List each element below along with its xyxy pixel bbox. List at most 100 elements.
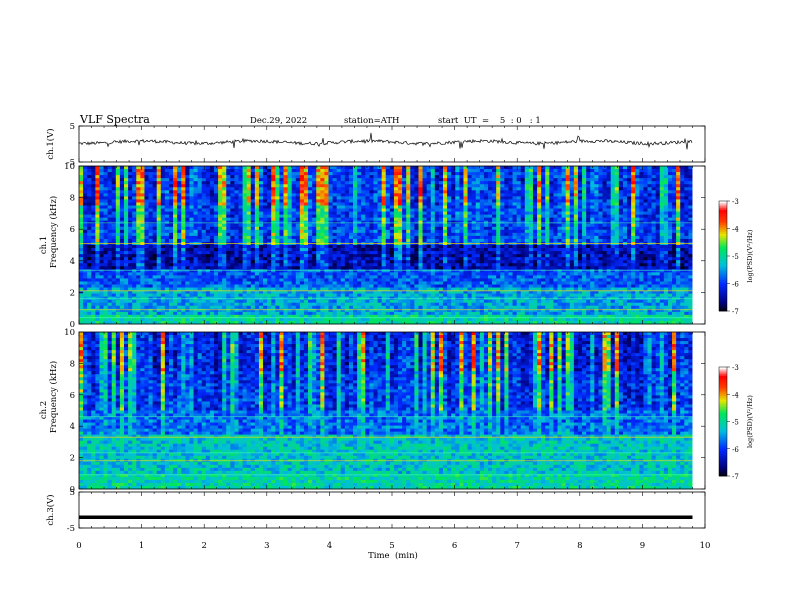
spectrogram-cell (639, 166, 644, 170)
spectrogram-cell (549, 254, 554, 258)
spectrogram-cell (148, 184, 154, 188)
spectrogram-cell (258, 232, 264, 237)
spectrogram-cell (254, 238, 260, 243)
spectrogram-cell (295, 166, 301, 170)
spectrogram-cell (344, 202, 350, 206)
spectrogram-cell (520, 175, 526, 179)
spectrogram-cell (385, 232, 391, 237)
spectrogram-cell (541, 169, 546, 173)
spectrogram-cell (91, 187, 96, 191)
spectrogram-cell (209, 187, 215, 191)
spectrogram-cell (369, 202, 374, 206)
spectrogram-cell (512, 229, 518, 234)
spectrogram-cell (586, 202, 591, 206)
spectrogram-cell (152, 184, 158, 188)
spectrogram-cell (618, 184, 624, 188)
spectrogram-cell (647, 257, 652, 261)
spectrogram-cell (230, 238, 235, 243)
spectrogram-cell (87, 190, 92, 194)
spectrogram-cell (467, 172, 473, 176)
spectrogram-cell (643, 187, 648, 191)
spectrogram-cell (205, 208, 211, 212)
spectrogram-cell (308, 263, 313, 267)
spectrogram-cell (164, 175, 170, 179)
spectrogram-cell (283, 251, 288, 255)
spectrogram-cell (631, 178, 636, 182)
spectrogram-cell (201, 211, 207, 216)
spectrogram-cell (234, 248, 239, 252)
spectrogram-cell (467, 214, 473, 219)
spectrogram-cell (377, 251, 383, 255)
spectrogram-cell (532, 175, 538, 179)
spectrogram-cell (610, 220, 616, 225)
spectrogram-cell (414, 211, 419, 216)
spectrogram-cell (651, 169, 657, 173)
spectrogram-cell (631, 211, 636, 216)
spectrogram-cell (115, 169, 121, 173)
spectrogram-cell (508, 199, 513, 203)
spectrogram-cell (455, 214, 460, 219)
spectrogram-cell (246, 257, 252, 261)
spectrogram-cell (663, 187, 669, 191)
spectrogram-cell (622, 193, 628, 197)
spectrogram-cell (316, 214, 321, 219)
spectrogram-cell (246, 211, 252, 216)
spectrogram-cell (279, 178, 284, 182)
spectrogram-cell (156, 257, 162, 261)
spectrogram-cell (295, 257, 301, 261)
spectrogram-cell (680, 217, 685, 222)
spectrogram-cell (667, 169, 673, 173)
spectrogram-cell (136, 235, 141, 240)
spectrogram-cell (263, 214, 268, 219)
spectrogram-cell (487, 251, 493, 255)
spectrogram-cell (577, 254, 583, 258)
spectrogram-cell (520, 260, 526, 264)
spectrogram-cell (447, 257, 452, 261)
spectrogram-cell (136, 172, 141, 176)
spectrogram-cell (340, 245, 346, 249)
spectrogram-cell (545, 245, 550, 249)
spectrogram-cell (332, 263, 338, 267)
spectrogram-cell (406, 245, 411, 249)
spectrogram-cell (123, 175, 129, 179)
spectrogram-cell (328, 166, 333, 170)
spectrogram-cell (353, 196, 358, 200)
spectrogram-cell (115, 220, 121, 225)
spectrogram-cell (635, 248, 640, 252)
spectrogram-cell (258, 211, 264, 216)
spectrogram-cell (209, 223, 215, 228)
spectrogram-cell (451, 217, 456, 222)
spectrogram-cell (91, 232, 96, 237)
spectrogram-cell (557, 257, 562, 261)
spectrogram-cell (152, 199, 158, 203)
spectrogram-cell (655, 172, 661, 176)
spectrogram-cell (602, 181, 607, 185)
spectrogram-cell (287, 181, 293, 185)
spectrogram-cell (565, 254, 571, 258)
spectrogram-cell (451, 187, 456, 191)
spectrogram-cell (492, 232, 497, 237)
spectrogram-cell (213, 184, 219, 188)
spectrogram-cell (205, 254, 211, 258)
spectrogram-cell (483, 184, 489, 188)
spectrogram-cell (504, 254, 509, 258)
spectrogram-cell (610, 257, 616, 261)
spectrogram-cell (532, 245, 538, 249)
spectrogram-cell (168, 257, 174, 261)
spectrogram-cell (447, 181, 452, 185)
spectrogram-cell (201, 202, 207, 206)
spectrogram-cell (332, 193, 338, 197)
spectrogram-cell (177, 263, 182, 267)
spectrogram-cell (565, 251, 571, 255)
spectrogram-cell (516, 251, 522, 255)
spectrogram-cell (565, 226, 571, 231)
spectrogram-cell (414, 205, 419, 209)
spectrogram-cell (205, 166, 211, 170)
spectrogram-cell (618, 205, 624, 209)
spectrogram-cell (365, 251, 370, 255)
spectrogram-cell (602, 178, 607, 182)
spectrogram-cell (385, 211, 391, 216)
spectrogram-cell (598, 172, 603, 176)
spectrogram-cell (189, 175, 194, 179)
spectrogram-cell (83, 211, 88, 216)
